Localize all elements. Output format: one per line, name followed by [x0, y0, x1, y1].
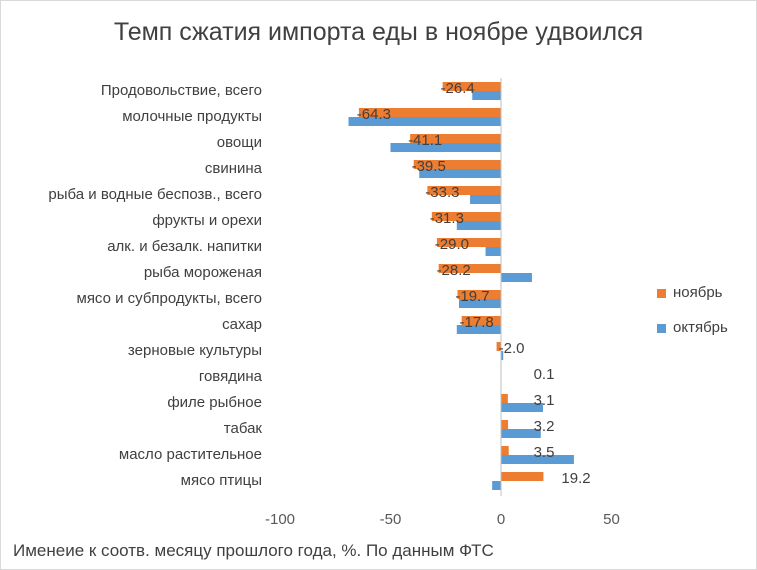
data-labels: -26.4 -64.3 -41.1 -39.5 -33.3 -31.3 -29.0 -28.2… — [357, 80, 591, 487]
bar-november — [442, 82, 501, 91]
category-label: рыба мороженая — [144, 264, 262, 281]
legend-label-october: октябрь — [673, 319, 728, 336]
data-label-november: -19.7 — [455, 288, 489, 305]
data-label-november: 19.2 — [561, 470, 590, 487]
category-label: масло растительное — [119, 446, 262, 463]
category-label: свинина — [205, 160, 263, 177]
category-label: молочные продукты — [122, 108, 262, 125]
bar-november — [413, 160, 501, 169]
category-labels: Продовольствие, всего молочные продукты ов… — [48, 82, 262, 489]
tick-labels: -100 -50 0 50 — [265, 511, 620, 528]
x-tick-label: 0 — [497, 511, 505, 528]
bar-october — [419, 169, 501, 178]
legend-label-november: ноябрь — [673, 284, 723, 301]
bar-october — [456, 325, 501, 334]
data-label-november: -41.1 — [408, 132, 442, 149]
bar-november — [358, 108, 501, 117]
bar-october — [501, 351, 504, 360]
bar-october — [472, 91, 501, 100]
category-label: рыба и водные беспозв., всего — [48, 186, 262, 203]
category-label: Продовольствие, всего — [101, 82, 262, 99]
data-label-november: 3.5 — [534, 444, 555, 461]
category-label: мясо птицы — [181, 472, 262, 489]
data-label-november: -31.3 — [430, 210, 464, 227]
data-label-november: 3.2 — [534, 418, 555, 435]
category-label: табак — [224, 420, 263, 437]
bar-november — [496, 342, 501, 351]
bar-november — [501, 394, 508, 403]
category-label: фрукты и орехи — [152, 212, 262, 229]
category-label: сахар — [222, 316, 262, 333]
bar-november — [431, 212, 501, 221]
bar-october — [501, 455, 574, 464]
bar-november — [501, 420, 509, 429]
data-label-november: -64.3 — [357, 106, 391, 123]
bar-october — [485, 247, 501, 256]
legend-item-november: ноябрь — [657, 284, 757, 304]
bar-october — [501, 429, 541, 438]
legend-item-october: октябрь — [657, 319, 757, 339]
data-label-november: -29.0 — [435, 236, 469, 253]
bar-november — [501, 472, 544, 481]
x-tick-label: -100 — [265, 511, 295, 528]
bar-october — [501, 403, 543, 412]
bar-november — [461, 316, 501, 325]
chart-footnote: Именеие к соотв. месяцу прошлого года, %… — [13, 541, 494, 560]
bar-october — [492, 481, 501, 490]
x-tick-label: 50 — [603, 511, 620, 528]
bar-november — [427, 186, 501, 195]
data-label-november: -28.2 — [437, 262, 471, 279]
category-label: алк. и безалк. напитки — [107, 238, 262, 255]
data-label-november: 3.1 — [534, 392, 555, 409]
x-tick-label: -50 — [380, 511, 402, 528]
category-label: говядина — [199, 368, 263, 385]
category-label: филе рыбное — [167, 394, 262, 411]
bar-october — [456, 221, 501, 230]
bar-november — [457, 290, 501, 299]
bar-october — [459, 299, 501, 308]
bar-october — [470, 195, 501, 204]
data-label-november: -2.0 — [499, 340, 525, 357]
bar-october — [348, 117, 501, 126]
data-label-november: -17.8 — [460, 314, 494, 331]
bar-october — [501, 273, 532, 282]
category-label: мясо и субпродукты, всего — [77, 290, 263, 307]
bar-november — [410, 134, 501, 143]
data-label-november: -39.5 — [412, 158, 446, 175]
bar-november — [436, 238, 501, 247]
legend-swatch-october — [657, 324, 666, 333]
category-label: зерновые культуры — [128, 342, 262, 359]
legend-swatch-november — [657, 289, 666, 298]
chart-title: Темп сжатия импорта еды в ноябре удвоилс… — [113, 18, 644, 46]
data-label-november: -26.4 — [441, 80, 475, 97]
data-label-november: -33.3 — [425, 184, 459, 201]
category-label: овощи — [217, 134, 262, 151]
data-label-november: 0.1 — [534, 366, 555, 383]
bars-layer — [348, 82, 574, 490]
bar-october — [390, 143, 501, 152]
bar-november — [501, 446, 509, 455]
bar-november — [438, 264, 501, 273]
